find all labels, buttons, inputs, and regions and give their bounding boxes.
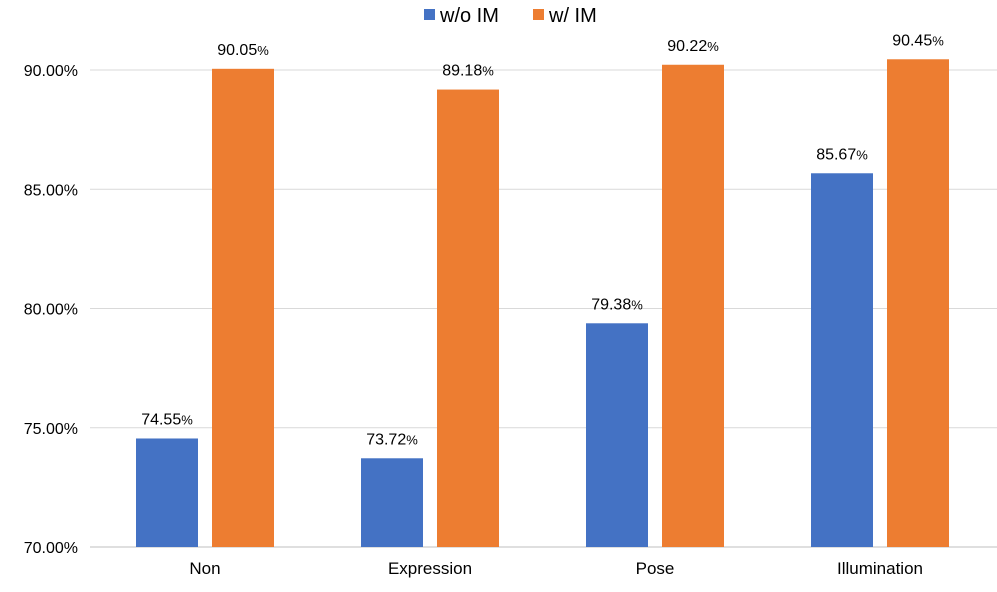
bar-value-label: 79.38% — [591, 296, 643, 313]
bars — [136, 59, 949, 548]
bar-w-im-pose — [662, 64, 724, 548]
bar-wo-im-expression — [361, 458, 423, 547]
x-category-label: Expression — [388, 559, 472, 578]
bar-value-label: 90.22% — [667, 38, 719, 55]
y-axis: 70.00% 75.00% 80.00% 85.00% 90.00% — [24, 63, 78, 557]
bar-value-number: 90.22 — [667, 38, 707, 55]
y-tick-label: 80.00% — [24, 302, 78, 319]
bar-value-unit: % — [406, 432, 418, 447]
bar-value-number: 85.67 — [816, 146, 856, 163]
bar-wo-im-illumination — [811, 173, 873, 547]
bar-w-im-illumination — [887, 59, 949, 548]
legend: w/o IM w/ IM — [424, 5, 597, 27]
bar-value-label: 85.67% — [816, 146, 868, 163]
bar-value-labels: 74.55%73.72%79.38%85.67%90.05%89.18%90.2… — [141, 32, 944, 448]
bar-wo-im-non — [136, 438, 198, 547]
x-axis: Non Expression Pose Illumination — [189, 559, 923, 578]
bar-value-number: 74.55 — [141, 411, 181, 428]
bar-w-im-non — [212, 68, 274, 548]
bar-value-unit: % — [707, 39, 719, 54]
bar-value-label: 90.05% — [217, 42, 269, 59]
bar-value-number: 90.05 — [217, 42, 257, 59]
x-category-label: Non — [189, 559, 220, 578]
bar-w-im-expression — [437, 89, 499, 547]
legend-label: w/ IM — [548, 5, 597, 27]
x-category-label: Illumination — [837, 559, 923, 578]
bar-value-unit: % — [856, 147, 868, 162]
legend-swatch — [533, 9, 544, 20]
bar-value-number: 89.18 — [442, 63, 482, 80]
bar-value-unit: % — [181, 412, 193, 427]
bar-value-number: 73.72 — [366, 431, 406, 448]
bar-value-number: 90.45 — [892, 32, 932, 49]
bar-value-label: 73.72% — [366, 431, 418, 448]
legend-swatch — [424, 9, 435, 20]
bar-value-unit: % — [932, 33, 944, 48]
bar-value-label: 90.45% — [892, 32, 944, 49]
x-category-label: Pose — [636, 559, 675, 578]
bar-value-label: 74.55% — [141, 411, 193, 428]
bar-value-unit: % — [257, 43, 269, 58]
bar-value-number: 79.38 — [591, 296, 631, 313]
y-tick-label: 85.00% — [24, 182, 78, 199]
y-tick-label: 75.00% — [24, 421, 78, 438]
bar-value-label: 89.18% — [442, 63, 494, 80]
y-tick-label: 70.00% — [24, 540, 78, 557]
bar-wo-im-pose — [586, 323, 648, 547]
legend-label: w/o IM — [439, 5, 499, 27]
y-tick-label: 90.00% — [24, 63, 78, 80]
bar-value-unit: % — [631, 297, 643, 312]
bar-value-unit: % — [482, 64, 494, 79]
